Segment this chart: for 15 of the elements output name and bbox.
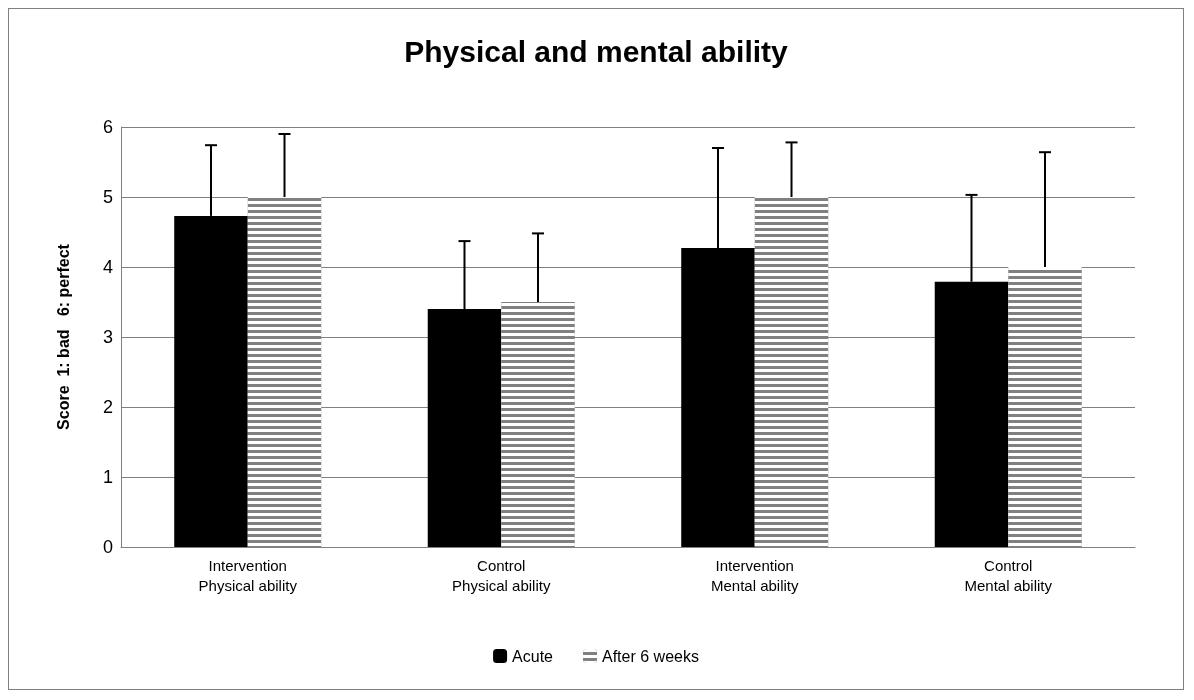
y-tick-label: 2 (102, 397, 113, 417)
y-tick-label: 4 (102, 257, 113, 277)
y-tick-label: 5 (102, 187, 113, 207)
x-tick-label: Intervention Mental ability (710, 556, 800, 594)
y-tick-label: 1 (102, 467, 113, 487)
y-tick-label: 0 (102, 537, 113, 557)
x-tick-label: Control Mental ability (964, 556, 1053, 594)
x-tick-label: Control Physical ability (452, 556, 551, 594)
legend-label: Acute (512, 647, 554, 665)
legend-label: After 6 weeks (601, 647, 699, 665)
chart-title: Physical and mental ability (404, 34, 789, 68)
y-tick-label: 3 (102, 327, 113, 347)
x-tick-label: Intervention Physical ability (198, 556, 298, 594)
y-tick-label: 6 (102, 117, 113, 137)
y-axis-title: Score 1: bad 6: perfect (54, 243, 72, 430)
